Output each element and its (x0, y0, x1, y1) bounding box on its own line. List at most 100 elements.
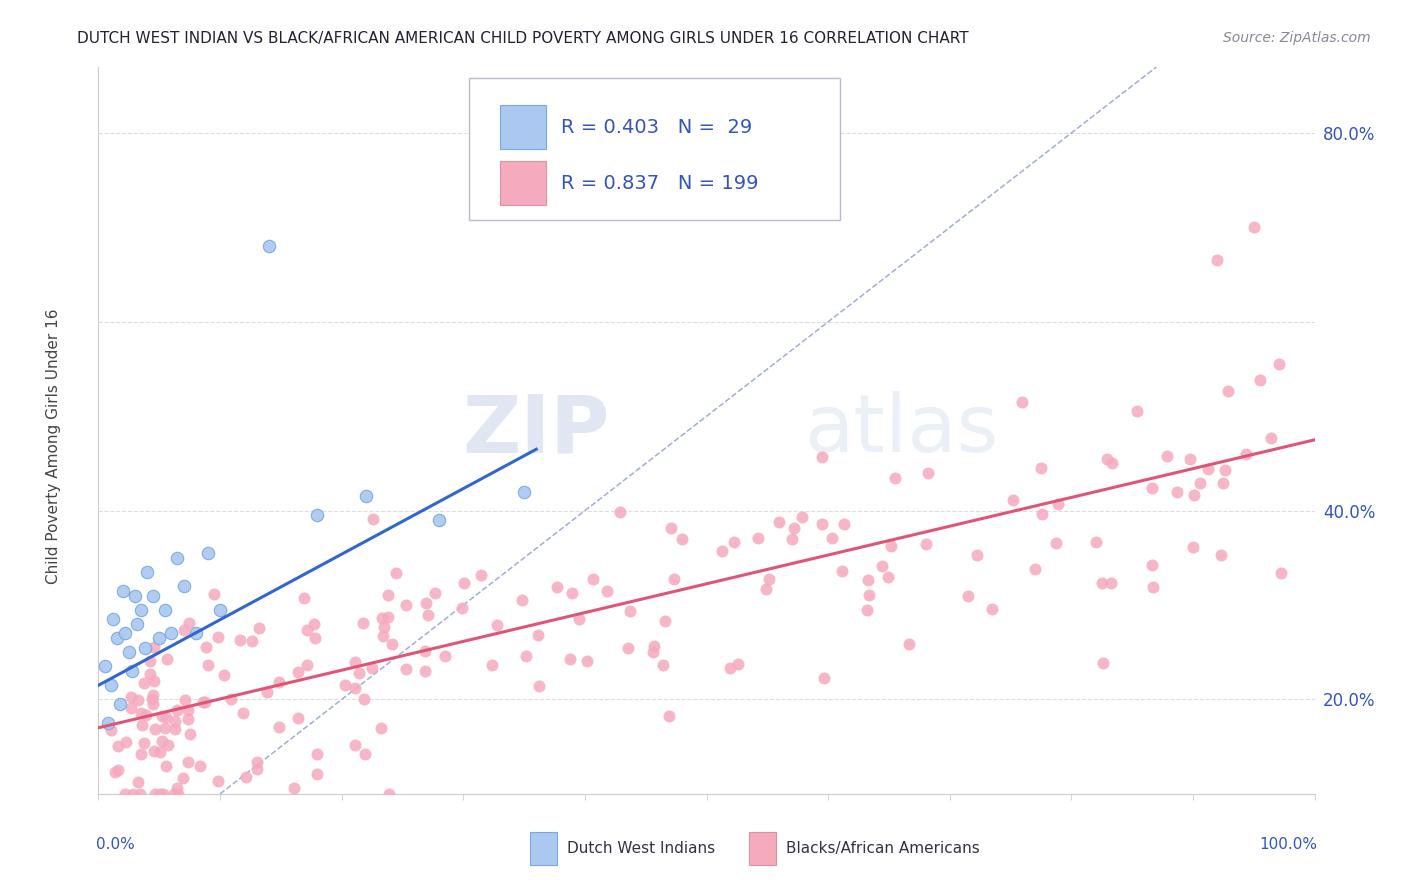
Point (956, 589, 979, 603)
Point (132, 676, 155, 690)
Point (377, 588, 399, 602)
Point (1085, 534, 1108, 549)
Point (197, 657, 219, 672)
Point (166, 550, 188, 565)
Point (292, 591, 315, 605)
Point (855, 603, 877, 617)
Point (1189, 476, 1212, 491)
Point (127, 616, 149, 631)
Point (1045, 535, 1067, 549)
Point (813, 671, 835, 685)
Point (172, 771, 194, 785)
Point (831, 564, 853, 578)
Point (671, 533, 693, 547)
Point (546, 580, 568, 594)
Point (641, 645, 664, 659)
Point (163, 787, 186, 801)
Point (304, 631, 326, 645)
Point (1182, 488, 1205, 502)
Point (136, 565, 159, 579)
Point (197, 546, 219, 560)
Text: 0.0%: 0.0% (96, 838, 135, 853)
Point (142, 640, 165, 654)
Point (343, 681, 366, 696)
Point (416, 608, 439, 623)
Point (155, 603, 177, 617)
Point (981, 602, 1004, 616)
Point (415, 596, 437, 610)
Point (121, 664, 143, 678)
Point (1270, 566, 1292, 580)
Point (246, 763, 269, 777)
Point (135, 707, 157, 722)
Point (101, 612, 124, 626)
Bar (499, 105, 546, 149)
Point (110, 697, 132, 711)
Point (915, 537, 938, 551)
Point (354, 490, 377, 504)
Point (153, 721, 176, 735)
Point (1031, 461, 1053, 475)
Point (361, 512, 384, 526)
Point (152, 733, 174, 747)
Point (876, 570, 898, 584)
Point (219, 691, 242, 706)
Point (1216, 384, 1239, 398)
Point (385, 566, 408, 580)
Point (581, 572, 603, 586)
Point (527, 628, 550, 642)
Point (165, 714, 187, 728)
Point (202, 587, 225, 601)
Point (160, 626, 183, 640)
Point (811, 450, 834, 464)
Point (427, 513, 450, 527)
Point (212, 667, 235, 681)
Point (295, 658, 318, 673)
Point (884, 471, 907, 485)
Point (142, 688, 165, 702)
Point (371, 610, 394, 624)
Point (377, 609, 399, 624)
Text: Blacks/African Americans: Blacks/African Americans (786, 841, 980, 856)
Point (129, 747, 152, 761)
Point (305, 747, 328, 761)
Point (194, 695, 217, 709)
Point (120, 690, 142, 704)
Point (880, 539, 903, 553)
Point (122, 787, 145, 801)
Point (966, 548, 988, 562)
Point (139, 654, 162, 668)
Point (353, 691, 375, 706)
Point (114, 735, 136, 749)
Point (727, 657, 749, 672)
Text: atlas: atlas (804, 392, 998, 469)
Point (561, 585, 583, 599)
Point (100, 723, 122, 737)
Point (143, 787, 166, 801)
Point (609, 505, 631, 519)
Point (247, 621, 270, 635)
Point (166, 787, 188, 801)
Point (120, 701, 142, 715)
Point (141, 692, 163, 706)
Point (173, 579, 195, 593)
Point (413, 665, 436, 679)
Point (131, 718, 153, 732)
Point (257, 239, 280, 253)
Point (134, 640, 156, 655)
Point (664, 572, 686, 586)
Text: 100.0%: 100.0% (1258, 838, 1317, 853)
Point (1011, 395, 1033, 409)
Point (515, 649, 537, 664)
Point (307, 508, 329, 523)
Point (1140, 481, 1163, 495)
Point (470, 567, 492, 582)
Point (747, 531, 769, 545)
Point (191, 695, 214, 709)
Point (352, 615, 374, 630)
Point (486, 618, 509, 632)
Point (872, 559, 894, 574)
Point (413, 643, 436, 657)
Bar (530, 832, 557, 864)
Point (782, 532, 804, 546)
